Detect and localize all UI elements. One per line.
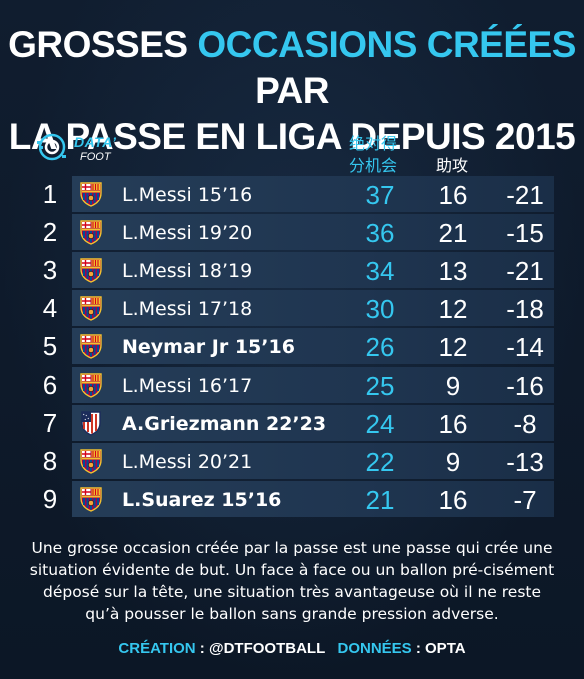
creation-label: CRÉATION (118, 640, 196, 657)
assists-value: 9 (445, 446, 461, 477)
data-label: DONNÉES (337, 640, 412, 657)
row-bar (72, 366, 554, 403)
big-chances-value: 34 (365, 256, 395, 287)
assists-value: 16 (438, 408, 468, 439)
difference-value: -15 (506, 218, 544, 249)
table-row: 6 L.Messi 16’17 25 9 -16 (0, 366, 584, 403)
rank-number: 7 (42, 407, 58, 438)
difference-value: -8 (513, 408, 537, 439)
assists-value: 12 (438, 332, 468, 363)
credits: CRÉATION : @DTFOOTBALL DONNÉES : OPTA (0, 640, 584, 657)
header-big-chances-line-2: 分机会 (348, 156, 397, 175)
fc-barcelona-crest-icon (80, 372, 102, 398)
assists-value: 16 (438, 180, 468, 210)
table-row: 7 A.Griezmann 22’23 24 16 -8 (0, 404, 584, 441)
data-foot-logo: DATA’ FOOT (37, 131, 137, 171)
player-name: L.Messi 19’20 (122, 222, 253, 245)
atletico-madrid-crest-icon (81, 410, 101, 436)
fc-barcelona-crest-icon (80, 220, 102, 245)
rank-number: 9 (42, 483, 58, 514)
difference-value: -13 (506, 446, 544, 477)
description: Une grosse occasion créée par la passe e… (29, 539, 555, 623)
header-big-chances-line-1: 绝对得 (348, 134, 397, 153)
assists-value: 21 (438, 218, 468, 249)
difference-value: -21 (506, 180, 544, 210)
assists-value: 16 (438, 484, 468, 515)
logo-icon (37, 133, 66, 161)
row-bar (72, 176, 554, 212)
big-chances-value: 21 (365, 484, 395, 515)
data-value: : OPTA (411, 640, 466, 657)
header-big-chances: 绝对得 分机会 (336, 133, 410, 177)
row-bar (72, 442, 554, 479)
rank-number: 5 (42, 331, 58, 362)
title-accent: OCCASIONS CRÉÉES (197, 24, 576, 65)
table-row: 2 L.Messi 19’20 36 21 -15 (0, 214, 584, 251)
player-name: L.Suarez 15’16 (122, 488, 282, 511)
fc-barcelona-crest-icon (80, 296, 102, 322)
assists-value: 13 (438, 256, 468, 287)
big-chances-value: 37 (365, 180, 395, 210)
fc-barcelona-crest-icon (80, 334, 102, 360)
player-name: L.Messi 20’21 (122, 450, 253, 473)
big-chances-value: 22 (365, 446, 395, 477)
player-name: A.Griezmann 22’23 (122, 412, 327, 435)
row-bar (72, 328, 554, 365)
header-assists: 助攻 (435, 156, 468, 175)
player-name: L.Messi 16’17 (122, 374, 253, 397)
big-chances-value: 26 (365, 332, 395, 363)
big-chances-value: 36 (365, 218, 395, 249)
assists-value: 9 (445, 370, 461, 401)
fc-barcelona-crest-icon (80, 182, 102, 207)
player-name: L.Messi 17’18 (122, 298, 253, 321)
difference-value: -16 (506, 370, 544, 401)
table-row: 5 Neymar Jr 15’16 26 12 -14 (0, 328, 584, 365)
row-bar (72, 214, 554, 251)
creation-value: : @DTFOOTBALL (195, 640, 325, 657)
difference-value: -7 (513, 484, 537, 515)
difference-value: -14 (506, 332, 544, 363)
difference-value: -21 (506, 256, 544, 287)
player-name: L.Messi 18’19 (122, 260, 253, 283)
rank-number: 1 (42, 179, 58, 209)
logo-data-text: DATA’ (74, 134, 117, 150)
table-row: 3 L.Messi 18’19 34 13 -21 (0, 252, 584, 289)
table-row: 1 L.Messi 15’16 37 16 -21 (0, 176, 584, 212)
title-line-2: LA PASSE EN LIGA DEPUIS 2015 (8, 116, 576, 157)
rank-number: 8 (42, 445, 58, 476)
rank-number: 6 (42, 369, 58, 400)
title-line-1: GROSSES OCCASIONS CRÉÉES PAR (0, 22, 584, 114)
table-row: 9 L.Suarez 15’16 21 16 -7 (0, 480, 584, 517)
title-part-1: GROSSES (8, 24, 198, 65)
difference-value: -18 (506, 294, 544, 325)
fc-barcelona-crest-icon (80, 258, 102, 283)
fc-barcelona-crest-icon (80, 448, 102, 474)
big-chances-value: 25 (365, 370, 395, 401)
table-row: 8 L.Messi 20’21 22 9 -13 (0, 442, 584, 479)
row-bar (72, 480, 554, 517)
player-name: Neymar Jr 15’16 (122, 336, 295, 359)
logo-foot-text: FOOT (80, 151, 111, 163)
big-chances-value: 24 (365, 408, 395, 439)
row-bar (72, 252, 554, 289)
assists-value: 12 (438, 294, 468, 325)
title-part-2: PAR (255, 70, 329, 111)
row-bar (72, 290, 554, 327)
table-row: 4 L.Messi 17’18 30 12 -18 (0, 290, 584, 327)
big-chances-value: 30 (365, 294, 395, 325)
rank-number: 2 (42, 217, 58, 248)
rank-number: 4 (42, 293, 58, 324)
row-bar (72, 404, 554, 441)
rank-number: 3 (42, 255, 58, 286)
fc-barcelona-crest-icon (80, 487, 102, 512)
page-title: GROSSES OCCASIONS CRÉÉES PAR LA PASSE EN… (0, 22, 584, 160)
player-name: L.Messi 15’16 (122, 184, 253, 206)
